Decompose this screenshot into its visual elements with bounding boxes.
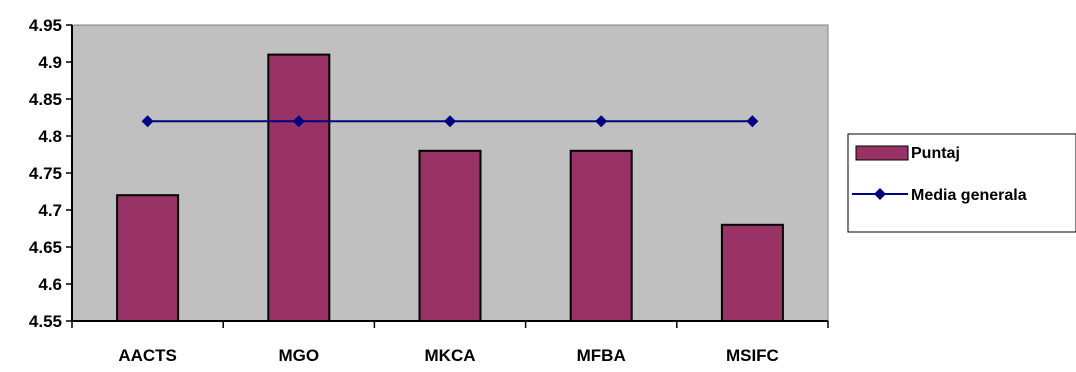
media-generala-point-mgo (292, 115, 305, 128)
legend: Puntaj Media generala (847, 133, 1076, 233)
bars-layer (116, 53, 784, 322)
y-tick-label: 4.8 (38, 127, 62, 146)
x-tick-label-msifc: MSIFC (726, 346, 779, 365)
line-layer (141, 115, 759, 128)
y-tick-label: 4.95 (29, 16, 62, 35)
bar-aacts (116, 194, 180, 322)
legend-swatch-puntaj (855, 145, 909, 161)
bar-mgo (267, 53, 331, 322)
x-tick-label-mkca: MKCA (425, 346, 476, 365)
legend-label-media: Media generala (911, 187, 1027, 204)
media-generala-point-mfba (595, 115, 608, 128)
x-tick-label-mgo: MGO (278, 346, 319, 365)
x-tick-label-aacts: AACTS (118, 346, 177, 365)
y-tick-label: 4.65 (29, 238, 62, 257)
y-tick-label: 4.9 (38, 53, 62, 72)
y-tick-label: 4.75 (29, 164, 62, 183)
media-generala-point-msifc (746, 115, 759, 128)
bar-mkca (418, 149, 482, 322)
x-tick-label-mfba: MFBA (577, 346, 626, 365)
legend-marker-media (874, 188, 886, 200)
bar-mfba (569, 149, 633, 322)
y-tick-label: 4.6 (38, 275, 62, 294)
media-generala-point-aacts (141, 115, 154, 128)
legend-label-puntaj: Puntaj (911, 145, 960, 162)
media-generala-point-mkca (444, 115, 456, 128)
axes-layer: 4.55 4.6 4.65 4.7 4.75 4.8 4.85 4.9 4.95 AACTS MGO… (29, 16, 829, 365)
y-tick-label: 4.55 (29, 312, 62, 331)
y-tick-label: 4.85 (29, 90, 62, 109)
bar-msifc (720, 223, 784, 322)
y-tick-label: 4.7 (38, 201, 62, 220)
